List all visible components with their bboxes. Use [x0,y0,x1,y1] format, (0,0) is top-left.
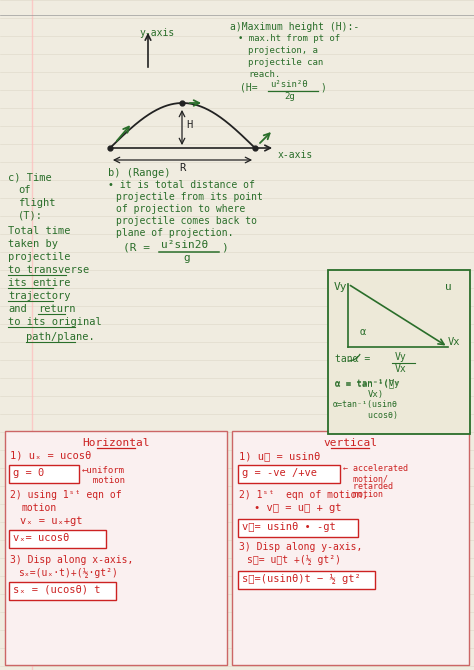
Text: ucosθ): ucosθ) [333,411,398,420]
Text: 3) Disp along x-axis,: 3) Disp along x-axis, [10,555,133,565]
FancyBboxPatch shape [238,465,340,483]
Text: vᵧ= usinθ • -gt: vᵧ= usinθ • -gt [242,522,336,532]
Text: Total time: Total time [8,226,71,236]
Text: Vx): Vx) [368,390,384,399]
Text: (H=: (H= [240,82,258,92]
Text: motion: motion [22,503,57,513]
Text: projection, a: projection, a [248,46,318,55]
Text: ): ) [221,242,228,252]
Text: • it is total distance of: • it is total distance of [108,180,255,190]
Text: Vy: Vy [334,282,347,292]
Text: Horizontal: Horizontal [82,438,150,448]
Text: • max.ht from pt of: • max.ht from pt of [238,34,340,43]
Text: b) (Range): b) (Range) [108,168,171,178]
Text: return: return [38,304,75,314]
Text: u²sin2θ: u²sin2θ [161,240,208,250]
FancyBboxPatch shape [9,465,79,483]
Text: 2) using 1ˢᵗ eqn of: 2) using 1ˢᵗ eqn of [10,490,122,500]
Text: • vᵧ = uᵧ + gt: • vᵧ = uᵧ + gt [254,503,341,513]
Text: vertical: vertical [323,438,377,448]
Text: sᵧ= uᵧt +(½ gt²): sᵧ= uᵧt +(½ gt²) [247,555,341,565]
Text: motion: motion [343,490,383,499]
Text: tanα =: tanα = [335,354,370,364]
Text: motion: motion [82,476,125,485]
Text: Vx: Vx [448,337,461,347]
Text: ← accelerated: ← accelerated [343,464,408,473]
Text: (R =: (R = [123,242,150,252]
FancyBboxPatch shape [328,270,470,434]
FancyBboxPatch shape [9,530,106,548]
Text: 2) 1ˢᵗ  eqn of motion,: 2) 1ˢᵗ eqn of motion, [239,490,368,500]
Text: to transverse: to transverse [8,265,89,275]
Text: plane of projection.: plane of projection. [116,228,234,238]
Text: α: α [360,327,366,337]
Text: projectile: projectile [8,252,71,262]
Text: trajectory: trajectory [8,291,71,301]
Text: R: R [179,163,186,173]
Text: and: and [8,304,27,314]
Text: u²sin²θ: u²sin²θ [270,80,308,89]
Text: sₓ = (ucosθ) t: sₓ = (ucosθ) t [13,585,100,595]
Text: sᵧ=(usinθ)t − ½ gt²: sᵧ=(usinθ)t − ½ gt² [242,574,361,584]
FancyBboxPatch shape [238,519,358,537]
Text: (T):: (T): [18,211,43,221]
Text: projectile comes back to: projectile comes back to [116,216,257,226]
Text: g = 0: g = 0 [13,468,44,478]
Text: α = tan⁻¹(ᵜʸ: α = tan⁻¹(ᵜʸ [335,379,400,388]
Text: 3) Disp along y-axis,: 3) Disp along y-axis, [239,542,363,552]
Text: taken by: taken by [8,239,58,249]
Text: of projection to where: of projection to where [116,204,245,214]
Text: c) Time: c) Time [8,172,52,182]
FancyBboxPatch shape [238,571,375,589]
Text: projectile from its point: projectile from its point [116,192,263,202]
Text: of: of [18,185,30,195]
Text: flight: flight [18,198,55,208]
Text: g = -ve /+ve: g = -ve /+ve [242,468,317,478]
Text: y-axis: y-axis [140,28,175,38]
Text: 1) uᵧ = usinθ: 1) uᵧ = usinθ [239,451,320,461]
Text: H: H [186,121,192,131]
Text: α=tan⁻¹(usinθ: α=tan⁻¹(usinθ [333,400,398,409]
Text: to its original: to its original [8,317,102,327]
Text: reach.: reach. [248,70,280,79]
Text: ): ) [320,82,326,92]
Text: ←uniform: ←uniform [82,466,125,475]
Text: retarded: retarded [343,482,393,491]
Text: α = tan⁻¹(Vy: α = tan⁻¹(Vy [335,379,400,388]
Text: u: u [445,282,452,292]
FancyBboxPatch shape [9,582,116,600]
Text: path/plane.: path/plane. [26,332,95,342]
FancyBboxPatch shape [232,431,469,665]
Text: 2g: 2g [284,92,295,101]
Text: x-axis: x-axis [278,150,313,160]
Text: Vx: Vx [395,364,407,374]
Text: vₓ= ucosθ: vₓ= ucosθ [13,533,69,543]
Text: Vy: Vy [395,352,407,362]
Text: vₓ = uₓ+gt: vₓ = uₓ+gt [20,516,82,526]
FancyBboxPatch shape [5,431,227,665]
Text: sₓ=(uₓ·t)+(½·gt²): sₓ=(uₓ·t)+(½·gt²) [18,568,118,578]
Text: projectile can: projectile can [248,58,323,67]
Text: g: g [183,253,190,263]
Text: motion/: motion/ [343,474,388,483]
Text: its entire: its entire [8,278,71,288]
Text: a)Maximum height (H):-: a)Maximum height (H):- [230,22,359,32]
Text: 1) uₓ = ucosθ: 1) uₓ = ucosθ [10,451,91,461]
